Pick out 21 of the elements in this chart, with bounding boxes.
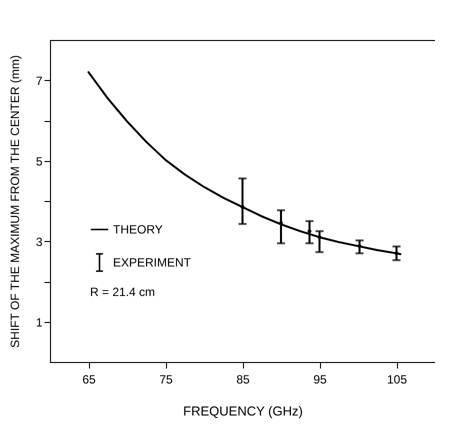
y-tick-label: 3: [36, 234, 43, 249]
line-series: [88, 71, 402, 256]
legend-label: EXPERIMENT: [113, 256, 192, 270]
point: [240, 205, 244, 209]
x-tick-label: 95: [313, 372, 327, 386]
y-tick-label: 1: [36, 315, 43, 330]
x-tick-label: 65: [82, 372, 96, 386]
x-axis-title: FREQUENCY (GHz): [183, 404, 303, 418]
y-tick-label: 7: [36, 74, 43, 88]
y-tick-label: 5: [36, 154, 43, 168]
y-axis-title: SHIFT OF THE MAXIMUM FROM THE CENTER (mm): [8, 55, 22, 348]
x-tick-label: 85: [236, 372, 250, 386]
x-tick-label: 105: [386, 372, 408, 386]
point: [318, 235, 322, 240]
point: [308, 229, 312, 234]
x-tick-label: 75: [159, 372, 173, 386]
annotation: R = 21.4 cm: [90, 285, 156, 299]
legend-label: THEORY: [113, 222, 163, 236]
point: [394, 251, 398, 256]
point: [358, 244, 362, 248]
point: [279, 221, 283, 226]
